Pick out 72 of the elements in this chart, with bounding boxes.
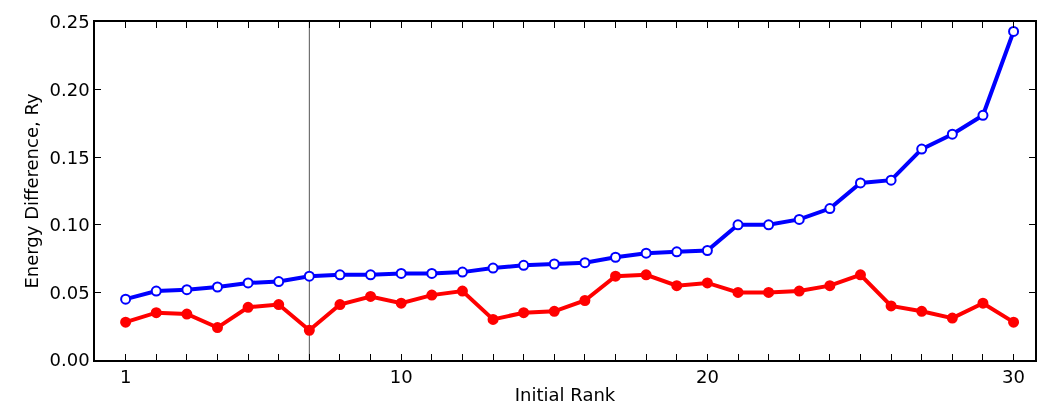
point xyxy=(946,128,958,140)
point xyxy=(579,257,591,269)
y-tick-label: 0.05 xyxy=(49,281,90,303)
point xyxy=(610,251,622,263)
point xyxy=(763,286,775,298)
point xyxy=(732,286,744,298)
point xyxy=(640,247,652,259)
point xyxy=(916,305,928,317)
y-axis-title: Energy Difference, Ry xyxy=(21,93,43,289)
point xyxy=(242,301,254,313)
point xyxy=(181,308,193,320)
point xyxy=(487,313,499,325)
point xyxy=(610,270,622,282)
point xyxy=(793,285,805,297)
point xyxy=(548,258,560,270)
y-tick-label: 0.20 xyxy=(49,78,90,100)
x-tick-label: 30 xyxy=(1002,366,1026,388)
point xyxy=(854,269,866,281)
point xyxy=(211,281,223,293)
point xyxy=(242,277,254,289)
point xyxy=(365,290,377,302)
point xyxy=(303,270,315,282)
point xyxy=(548,305,560,317)
point xyxy=(885,300,897,312)
point xyxy=(150,307,162,319)
point xyxy=(824,203,836,215)
point xyxy=(150,285,162,297)
point xyxy=(334,299,346,311)
x-axis-title: Initial Rank xyxy=(514,383,616,405)
point xyxy=(518,307,530,319)
point xyxy=(120,293,132,305)
point xyxy=(977,109,989,121)
point xyxy=(426,289,438,301)
point xyxy=(701,244,713,256)
x-tick-label: 10 xyxy=(389,366,413,388)
point xyxy=(824,280,836,292)
point xyxy=(487,262,499,274)
point xyxy=(456,266,468,278)
point xyxy=(211,322,223,334)
point xyxy=(181,284,193,296)
point xyxy=(640,269,652,281)
point xyxy=(671,246,683,258)
point xyxy=(885,174,897,186)
point xyxy=(977,297,989,309)
point xyxy=(793,213,805,225)
point xyxy=(916,143,928,155)
point xyxy=(456,285,468,297)
y-tick-label: 0.00 xyxy=(49,349,90,371)
y-tick-label: 0.25 xyxy=(49,11,90,33)
point xyxy=(671,280,683,292)
y-tick-label: 0.15 xyxy=(49,146,90,168)
y-tick-label: 0.10 xyxy=(49,214,90,236)
point xyxy=(395,297,407,309)
point xyxy=(273,299,285,311)
point xyxy=(854,177,866,189)
point xyxy=(334,269,346,281)
point xyxy=(1008,25,1020,37)
point xyxy=(395,267,407,279)
point xyxy=(426,267,438,279)
point xyxy=(701,277,713,289)
point xyxy=(946,312,958,324)
point xyxy=(120,316,132,328)
point xyxy=(763,219,775,231)
point xyxy=(1008,316,1020,328)
x-tick-label: 20 xyxy=(695,366,719,388)
point xyxy=(303,324,315,336)
point xyxy=(365,269,377,281)
point xyxy=(273,276,285,288)
x-tick-label: 1 xyxy=(119,366,132,388)
point xyxy=(732,219,744,231)
point xyxy=(518,259,530,271)
point xyxy=(579,295,591,307)
